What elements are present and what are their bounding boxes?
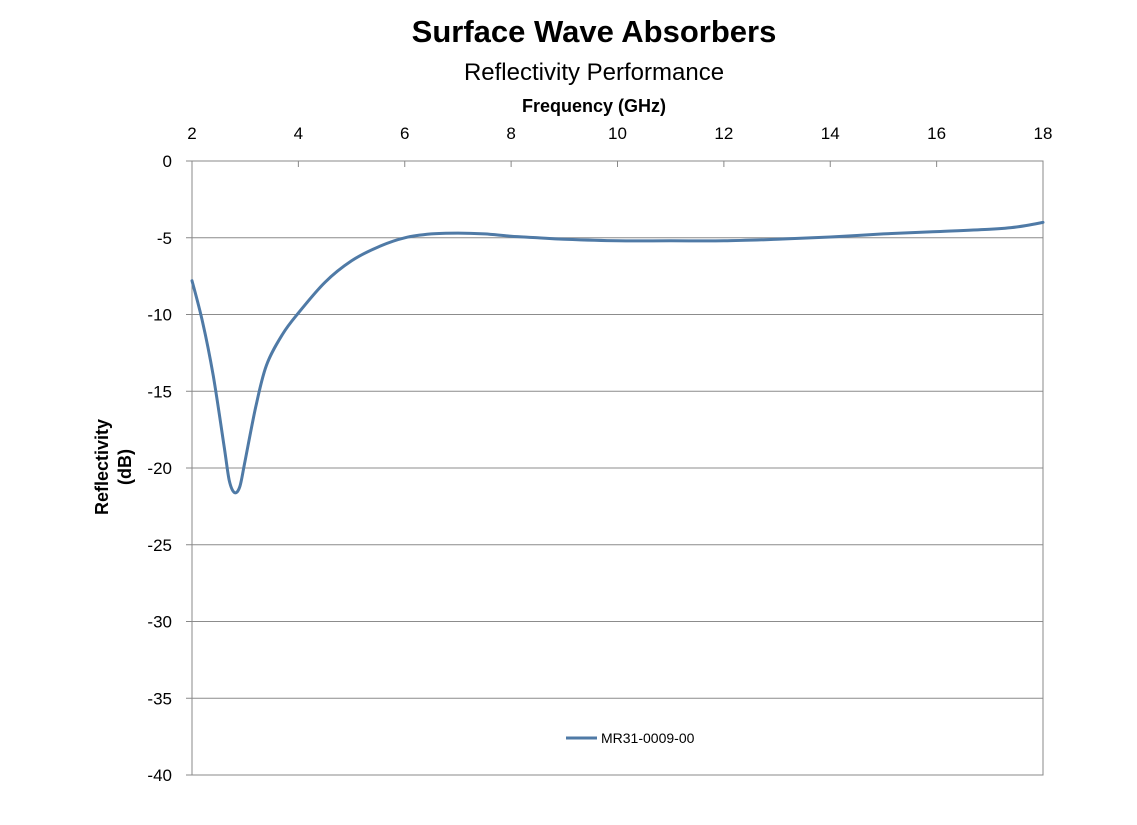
x-tick-label: 18 xyxy=(1034,124,1053,143)
series-group xyxy=(190,220,1045,495)
chart-subtitle: Reflectivity Performance xyxy=(464,59,724,86)
y-tick-label: -20 xyxy=(147,459,172,478)
legend-label: MR31-0009-00 xyxy=(601,730,695,746)
y-tick-label: -5 xyxy=(157,229,172,248)
y-tick-label: -15 xyxy=(147,382,172,401)
x-tick-label: 10 xyxy=(608,124,627,143)
y-axis-title-line2: (dB) xyxy=(115,449,135,485)
x-tick-label: 12 xyxy=(714,124,733,143)
x-tick-label: 2 xyxy=(187,124,196,143)
gridlines xyxy=(192,160,1043,776)
y-axis-title-line1: Reflectivity xyxy=(92,419,112,515)
x-axis: 2 4 6 8 10 12 14 16 18 xyxy=(187,124,1052,167)
x-tick-label: 4 xyxy=(294,124,303,143)
x-tick-label: 6 xyxy=(400,124,409,143)
y-tick-label: -10 xyxy=(147,306,172,325)
y-tick-label: -25 xyxy=(147,536,172,555)
series-line xyxy=(190,220,1045,495)
chart-title: Surface Wave Absorbers xyxy=(412,14,777,49)
x-tick-label: 14 xyxy=(821,124,840,143)
x-tick-label: 8 xyxy=(506,124,515,143)
y-axis: 0 -5 -10 -15 -20 -25 -30 -35 -40 xyxy=(147,152,192,785)
y-tick-label: -35 xyxy=(147,689,172,708)
x-axis-title: Frequency (GHz) xyxy=(522,96,666,116)
y-tick-label: -40 xyxy=(147,766,172,785)
legend: MR31-0009-00 xyxy=(566,730,695,746)
y-tick-label: -30 xyxy=(147,613,172,632)
x-tick-label: 16 xyxy=(927,124,946,143)
y-tick-label: 0 xyxy=(163,152,172,171)
